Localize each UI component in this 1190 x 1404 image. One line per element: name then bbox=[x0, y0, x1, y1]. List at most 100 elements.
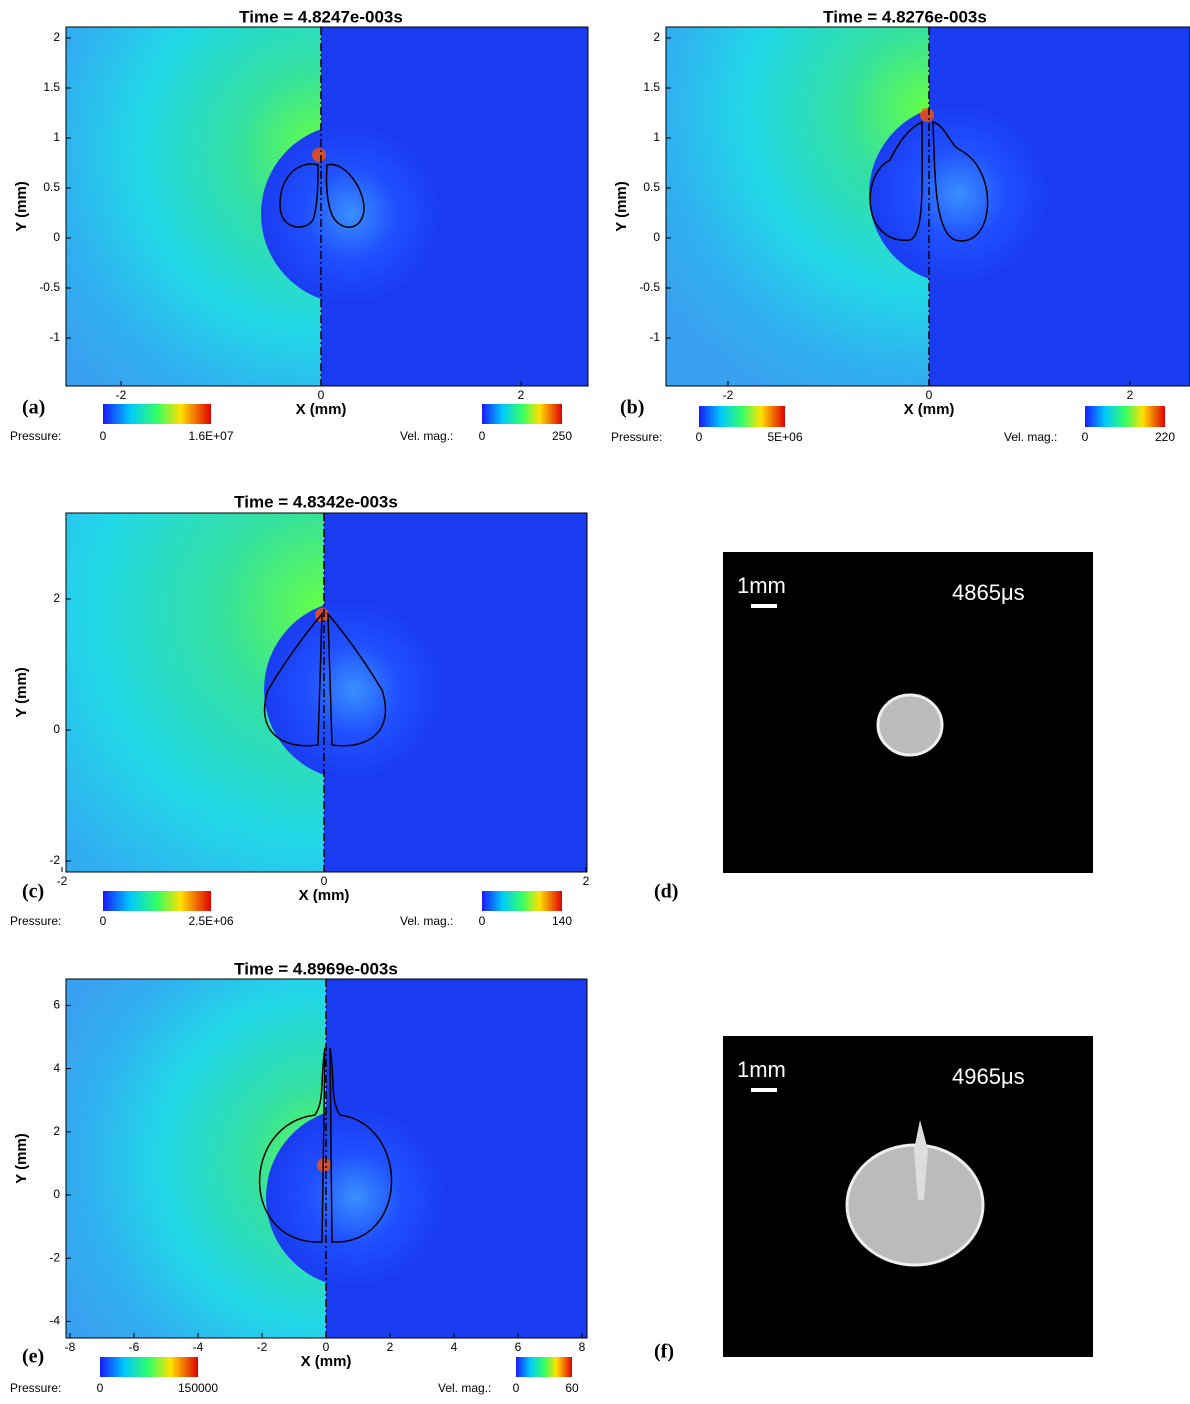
x-tick-label: 6 bbox=[515, 1340, 522, 1354]
colorbar bbox=[100, 1357, 198, 1377]
colorbar-max: 5E+06 bbox=[767, 430, 802, 444]
bubble-contour bbox=[279, 163, 319, 228]
field bbox=[66, 513, 587, 872]
photo: 1mm 4865μs (d) bbox=[654, 552, 1093, 903]
colorbar-min: 0 bbox=[479, 429, 486, 443]
panel: Time = 4.8276e-003s -2 0 2 2 1.5 1 0.5 0 -0.5 -1 X … bbox=[611, 7, 1190, 444]
panel-label: (b) bbox=[620, 397, 644, 419]
bubble-contour bbox=[325, 163, 365, 228]
panel: Time = 4.8247e-003s -2 0 2 2 1.5 1 0.5 0 -0.5 -1 X … bbox=[10, 7, 589, 443]
x-tick-label: -2 bbox=[116, 388, 127, 402]
x-tick-label: -4 bbox=[193, 1340, 204, 1354]
x-tick-label: -2 bbox=[257, 1340, 268, 1354]
time-text: 4865μs bbox=[952, 580, 1025, 605]
time-text: 4965μs bbox=[952, 1064, 1025, 1089]
field bbox=[666, 27, 1190, 386]
colorbar-name: Pressure: bbox=[10, 1381, 61, 1395]
y-tick-label: 1 bbox=[653, 130, 660, 144]
hotspot bbox=[312, 148, 326, 162]
y-tick-label: -1 bbox=[49, 330, 60, 344]
colorbar-name: Vel. mag.: bbox=[438, 1381, 491, 1395]
y-tick-label: 0 bbox=[653, 230, 660, 244]
colorbar-max: 150000 bbox=[178, 1381, 218, 1395]
y-tick-label: -0.5 bbox=[639, 280, 660, 294]
x-tick-label: 8 bbox=[579, 1340, 586, 1354]
colorbar bbox=[482, 404, 562, 424]
y-axis-label: Y (mm) bbox=[613, 181, 630, 232]
y-tick-label: 0 bbox=[53, 1187, 60, 1201]
x-tick-label: 2 bbox=[518, 388, 525, 402]
scale-text: 1mm bbox=[737, 573, 786, 598]
x-tick-label: 2 bbox=[1127, 388, 1134, 402]
x-tick-label: -8 bbox=[65, 1340, 76, 1354]
y-tick-label: -1 bbox=[649, 330, 660, 344]
x-tick-label: -2 bbox=[723, 388, 734, 402]
colorbar-min: 0 bbox=[100, 914, 107, 928]
colorbar-name: Vel. mag.: bbox=[400, 914, 453, 928]
y-tick-label: 1 bbox=[53, 130, 60, 144]
panel-label: (a) bbox=[22, 397, 45, 419]
y-tick-label: 2 bbox=[53, 1124, 60, 1138]
colorbar-min: 0 bbox=[696, 430, 703, 444]
colorbar-name: Vel. mag.: bbox=[400, 429, 453, 443]
bubble-contour bbox=[327, 611, 387, 747]
y-axis-label: Y (mm) bbox=[13, 667, 30, 718]
y-tick-label: 6 bbox=[53, 998, 60, 1012]
colorbar-min: 0 bbox=[1082, 430, 1089, 444]
colorbar-name: Vel. mag.: bbox=[1004, 430, 1057, 444]
y-tick-label: 2 bbox=[53, 30, 60, 44]
y-tick-label: -0.5 bbox=[39, 280, 60, 294]
hotspot bbox=[317, 1158, 331, 1172]
title: Time = 4.8969e-003s bbox=[234, 959, 398, 978]
colorbar-max: 140 bbox=[552, 914, 572, 928]
field bbox=[66, 27, 588, 386]
scale-bar bbox=[751, 604, 777, 608]
colorbar bbox=[516, 1357, 572, 1377]
y-tick-label: -2 bbox=[49, 853, 60, 867]
x-tick-label: 0 bbox=[321, 874, 328, 888]
colorbar-min: 0 bbox=[513, 1381, 520, 1395]
x-tick-label: 4 bbox=[451, 1340, 458, 1354]
velocity-field bbox=[869, 104, 1049, 284]
y-tick-label: 1.5 bbox=[43, 80, 60, 94]
y-tick-label: 0 bbox=[53, 722, 60, 736]
colorbar-max: 220 bbox=[1155, 430, 1175, 444]
panel-label: (c) bbox=[22, 881, 44, 903]
colorbar-min: 0 bbox=[100, 429, 107, 443]
panel-label: (e) bbox=[22, 1346, 44, 1368]
y-tick-label: 1.5 bbox=[643, 80, 660, 94]
plot-frame bbox=[665, 26, 1190, 387]
x-tick-label: 0 bbox=[926, 388, 933, 402]
y-axis-label: Y (mm) bbox=[13, 1133, 30, 1184]
y-tick-label: 0 bbox=[53, 230, 60, 244]
bubble-contour bbox=[258, 1047, 326, 1243]
x-tick-label: -6 bbox=[129, 1340, 140, 1354]
colorbar-name: Pressure: bbox=[10, 914, 61, 928]
colorbar-max: 2.5E+06 bbox=[188, 914, 233, 928]
plot-frame bbox=[65, 512, 588, 873]
velocity-field bbox=[261, 124, 441, 304]
y-tick-label: 2 bbox=[53, 591, 60, 605]
colorbar-min: 0 bbox=[97, 1381, 104, 1395]
y-tick-label: -4 bbox=[49, 1314, 60, 1328]
panel: Time = 4.8342e-003s -2 0 2 2 0 -2 X (mm) Y (mm) (… bbox=[10, 492, 590, 928]
x-tick-label: 0 bbox=[318, 388, 325, 402]
bubble-image bbox=[876, 693, 944, 757]
colorbar bbox=[103, 404, 211, 424]
panel-label: (d) bbox=[654, 881, 678, 903]
colorbar bbox=[1085, 406, 1165, 427]
bubble-image bbox=[845, 1143, 985, 1267]
title: Time = 4.8342e-003s bbox=[234, 492, 398, 511]
x-axis-label: X (mm) bbox=[301, 1353, 352, 1370]
x-axis-label: X (mm) bbox=[299, 887, 350, 904]
y-tick-label: 0.5 bbox=[43, 180, 60, 194]
y-axis-label: Y (mm) bbox=[13, 181, 30, 232]
colorbar-max: 250 bbox=[552, 429, 572, 443]
colorbar-name: Pressure: bbox=[611, 430, 662, 444]
y-tick-label: -2 bbox=[49, 1250, 60, 1264]
bubble-contour bbox=[329, 1047, 393, 1243]
x-tick-label: 2 bbox=[583, 874, 590, 888]
jet-image bbox=[914, 1120, 928, 1200]
colorbar-max: 1.6E+07 bbox=[188, 429, 233, 443]
